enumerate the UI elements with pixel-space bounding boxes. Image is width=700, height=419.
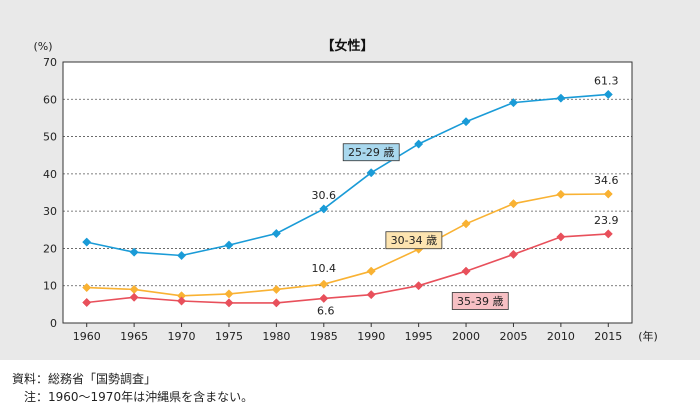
legend-label-box xyxy=(385,231,443,250)
data-point xyxy=(319,293,329,303)
data-label: 34.6 xyxy=(594,174,619,187)
source-note: 資料：総務省「国勢調査」 xyxy=(12,372,157,386)
data-point xyxy=(224,289,234,299)
data-point xyxy=(271,298,281,308)
data-point xyxy=(319,204,329,214)
data-point xyxy=(461,117,471,127)
x-tick-label: 1990 xyxy=(357,330,385,343)
chart-panel: 0 10 20 30 40 50 60 70 1960 1965 1970 1975 1980 1985 1… xyxy=(0,0,700,360)
x-tick-label: 1985 xyxy=(310,330,338,343)
legend-label-box xyxy=(451,292,509,310)
data-point xyxy=(556,189,566,199)
x-tick-label: 1970 xyxy=(168,330,196,343)
data-point xyxy=(319,279,329,289)
data-label: 30.6 xyxy=(312,189,337,202)
data-point xyxy=(129,247,139,257)
data-point xyxy=(224,240,234,250)
data-point xyxy=(82,297,92,308)
y-tick-label: 40 xyxy=(43,168,57,181)
data-point xyxy=(82,283,92,293)
x-tick-label: 1965 xyxy=(120,330,148,343)
x-tick-label: 1995 xyxy=(405,330,433,343)
plot-area xyxy=(63,62,632,323)
series-line xyxy=(86,93,609,257)
x-tick-label: 2010 xyxy=(547,330,575,343)
y-tick-label: 70 xyxy=(43,56,57,69)
y-tick-label: 10 xyxy=(43,280,57,293)
y-tick-label: 20 xyxy=(43,242,57,255)
data-point xyxy=(224,298,234,308)
series-line xyxy=(86,233,609,304)
data-point xyxy=(556,93,566,103)
data-point xyxy=(603,189,613,199)
x-tick-label: 1975 xyxy=(215,330,243,343)
data-point xyxy=(176,250,187,261)
legend-label: 35-39 歳 xyxy=(457,295,503,308)
data-point xyxy=(414,139,424,149)
data-label: 10.4 xyxy=(312,262,337,275)
legend-label: 25-29 歳 xyxy=(348,146,394,159)
series-line xyxy=(86,193,609,297)
data-point xyxy=(603,89,613,99)
x-tick-label: 2015 xyxy=(594,330,622,343)
y-tick-label: 50 xyxy=(43,131,57,144)
data-point xyxy=(414,281,424,291)
y-tick-label: 0 xyxy=(50,317,57,330)
x-tick-label: 1960 xyxy=(73,330,101,343)
x-tick-label: 2005 xyxy=(499,330,527,343)
legend-label: 30-34 歳 xyxy=(391,234,437,247)
data-label: 61.3 xyxy=(594,74,619,87)
data-point xyxy=(556,232,566,242)
data-point xyxy=(271,284,281,294)
data-point xyxy=(271,228,281,239)
data-point xyxy=(461,266,471,276)
y-tick-label: 60 xyxy=(43,93,57,106)
y-tick-label: 30 xyxy=(43,205,57,218)
data-label: 23.9 xyxy=(594,214,619,227)
legend-label-box xyxy=(342,143,400,162)
footnote: 注：1960～1970年は沖縄県を含まない。 xyxy=(12,390,254,404)
data-point xyxy=(129,292,139,302)
chart-notes: 資料：総務省「国勢調査」 注：1960～1970年は沖縄県を含まない。 xyxy=(12,370,253,406)
data-point xyxy=(508,199,519,209)
data-point xyxy=(366,168,376,178)
data-point xyxy=(366,290,376,300)
data-point xyxy=(603,229,613,239)
x-tick-label: 2000 xyxy=(452,330,480,343)
plot-border xyxy=(62,61,633,324)
data-point xyxy=(461,219,471,229)
data-label: 6.6 xyxy=(317,304,335,317)
line-chart: 0 10 20 30 40 50 60 70 1960 1965 1970 1975 1980 1985 1… xyxy=(33,38,658,343)
data-point xyxy=(508,249,519,259)
data-point xyxy=(176,296,187,306)
data-point xyxy=(508,98,519,108)
x-axis-unit: (年) xyxy=(638,329,658,343)
chart-title: 【女性】 xyxy=(321,38,373,54)
data-point xyxy=(82,237,92,247)
data-point xyxy=(366,266,376,276)
x-tick-label: 1980 xyxy=(262,330,290,343)
y-axis-label: (%) xyxy=(33,40,52,53)
